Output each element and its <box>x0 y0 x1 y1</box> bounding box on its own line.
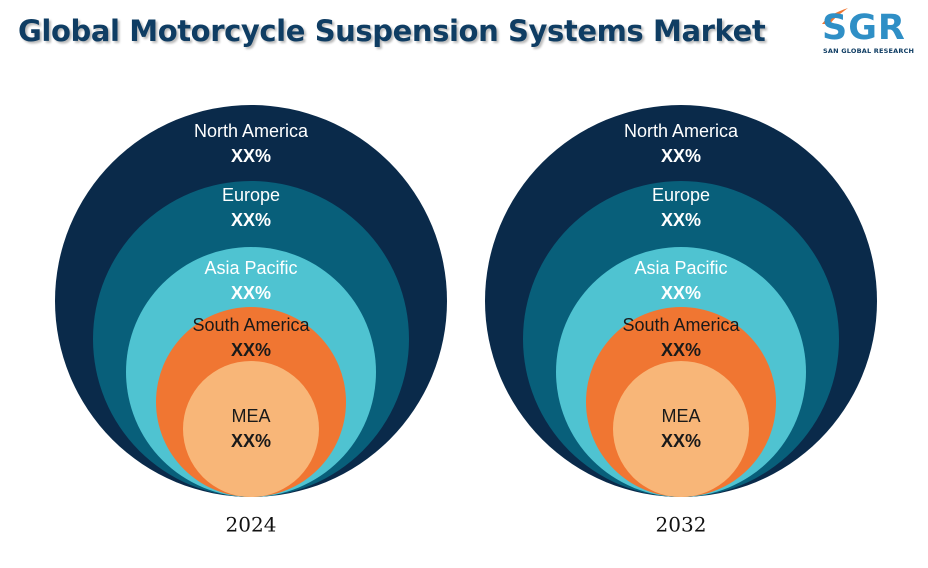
ring-mea <box>613 361 749 497</box>
year-label: 2032 <box>656 513 707 537</box>
segment-label-mea: MEA <box>661 406 700 426</box>
segment-label-europe: Europe <box>652 185 710 205</box>
segment-label-south-america: South America <box>622 315 740 335</box>
logo-tagline: SAN GLOBAL RESEARCH <box>823 47 915 55</box>
segment-value-mea: XX% <box>231 431 271 451</box>
sgr-logo: SGR SAN GLOBAL RESEARCH <box>820 6 920 58</box>
segment-value-asia-pacific: XX% <box>661 283 701 303</box>
segment-label-europe: Europe <box>222 185 280 205</box>
segment-label-asia-pacific: Asia Pacific <box>634 258 727 278</box>
segment-value-europe: XX% <box>661 210 701 230</box>
year-label: 2024 <box>226 513 277 537</box>
segment-label-south-america: South America <box>192 315 310 335</box>
segment-value-asia-pacific: XX% <box>231 283 271 303</box>
logo-mark: SGR <box>822 8 906 48</box>
page-title: Global Motorcycle Suspension Systems Mar… <box>18 14 766 48</box>
chart-2024: North America XX% Europe XX% Asia Pacific XX%… <box>55 105 447 537</box>
segment-value-south-america: XX% <box>231 340 271 360</box>
segment-label-asia-pacific: Asia Pacific <box>204 258 297 278</box>
segment-value-south-america: XX% <box>661 340 701 360</box>
segment-value-mea: XX% <box>661 431 701 451</box>
segment-label-mea: MEA <box>231 406 270 426</box>
chart-2032: North America XX% Europe XX% Asia Pacific XX%… <box>485 105 877 537</box>
segment-value-north-america: XX% <box>231 146 271 166</box>
segment-value-north-america: XX% <box>661 146 701 166</box>
ring-mea <box>183 361 319 497</box>
segment-label-north-america: North America <box>624 121 739 141</box>
swoosh-flame-icon <box>822 8 848 24</box>
segment-label-north-america: North America <box>194 121 309 141</box>
segment-value-europe: XX% <box>231 210 271 230</box>
